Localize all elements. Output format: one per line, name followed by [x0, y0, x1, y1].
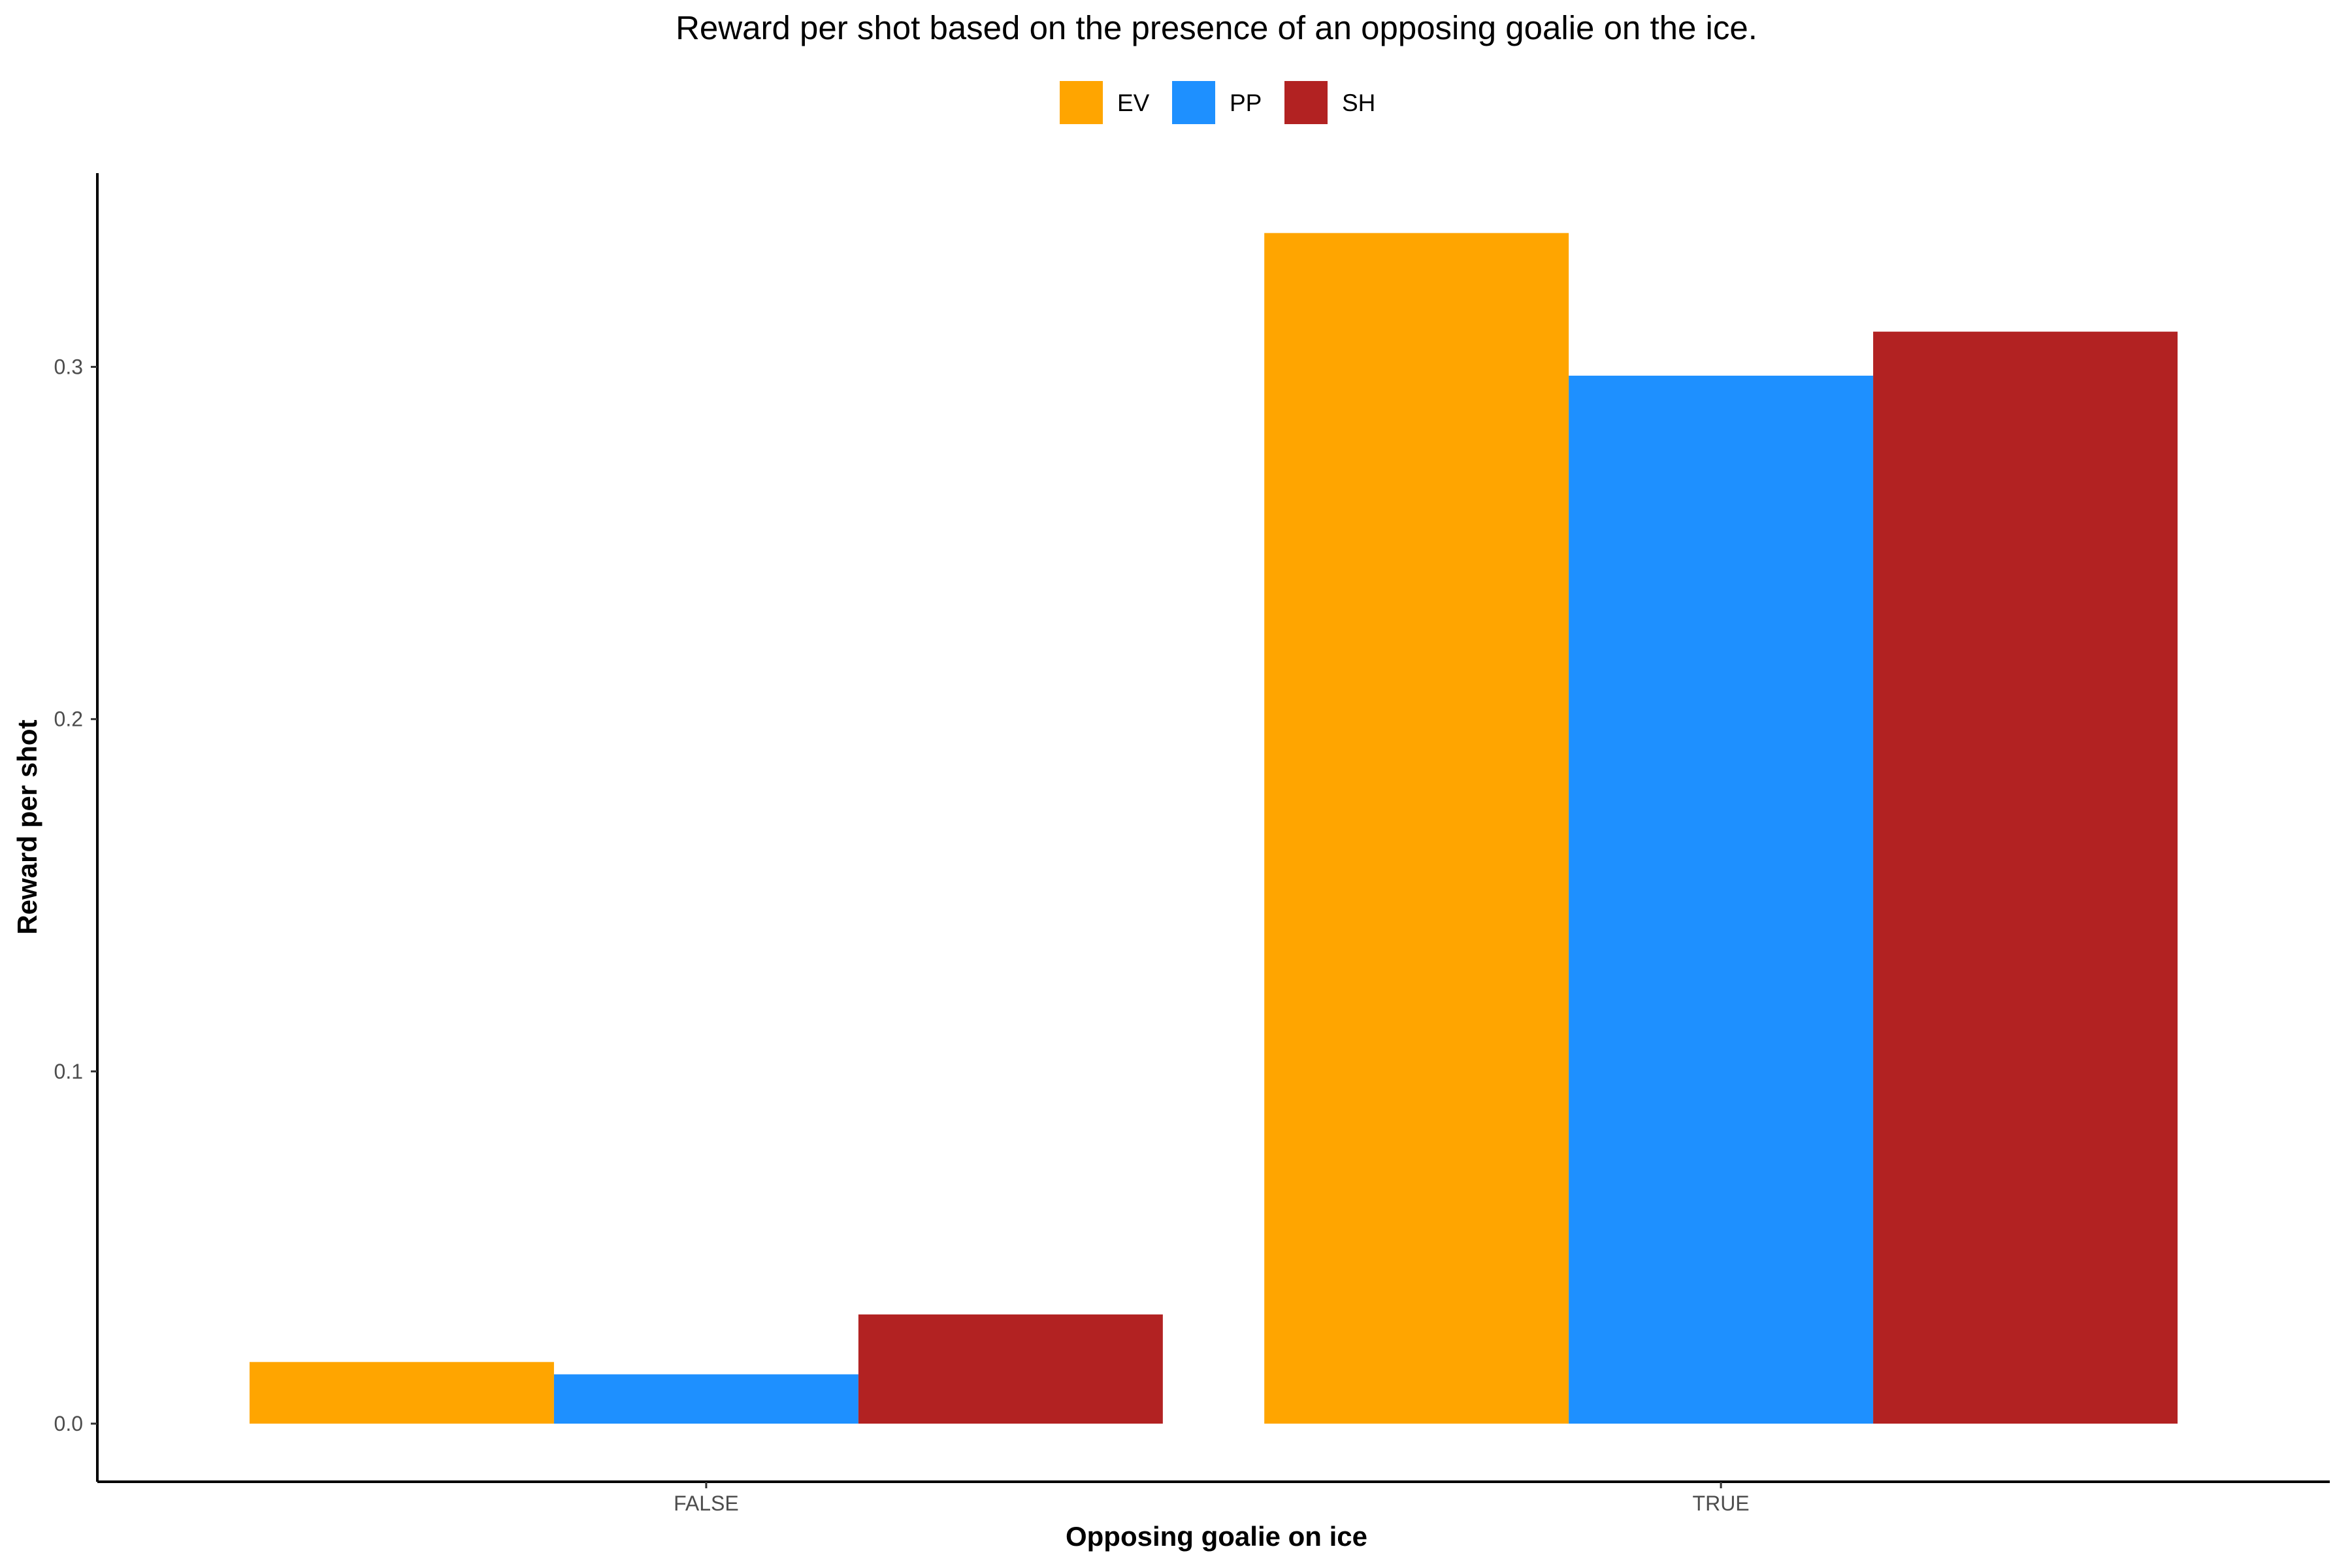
y-axis-title: Reward per shot	[12, 719, 42, 934]
x-tick-label: FALSE	[674, 1492, 739, 1515]
legend-key-sh	[1284, 81, 1328, 124]
y-tick-label: 0.1	[54, 1060, 83, 1083]
bar-ev-true	[1264, 233, 1569, 1424]
y-axis-ticks: 0.0 0.1 0.2 0.3	[54, 355, 97, 1435]
legend: EV PP SH	[1060, 81, 1375, 124]
bar-pp-false	[553, 1374, 858, 1424]
bar-sh-true	[1873, 331, 2178, 1424]
bar-sh-false	[858, 1314, 1163, 1424]
y-tick-label: 0.2	[54, 708, 83, 731]
y-tick-label: 0.3	[54, 355, 83, 379]
bars	[249, 233, 2178, 1424]
legend-label-ev: EV	[1117, 90, 1150, 116]
legend-key-pp	[1172, 81, 1215, 124]
bar-pp-true	[1569, 376, 1874, 1424]
x-axis-ticks: FALSE TRUE	[674, 1482, 1750, 1515]
bar-ev-false	[249, 1362, 554, 1424]
legend-key-ev	[1060, 81, 1103, 124]
chart-title: Reward per shot based on the presence of…	[676, 9, 1757, 46]
x-axis-title: Opposing goalie on ice	[1066, 1521, 1367, 1552]
y-tick-label: 0.0	[54, 1412, 83, 1435]
x-tick-label: TRUE	[1693, 1492, 1750, 1515]
legend-label-sh: SH	[1342, 90, 1375, 116]
legend-label-pp: PP	[1230, 90, 1262, 116]
